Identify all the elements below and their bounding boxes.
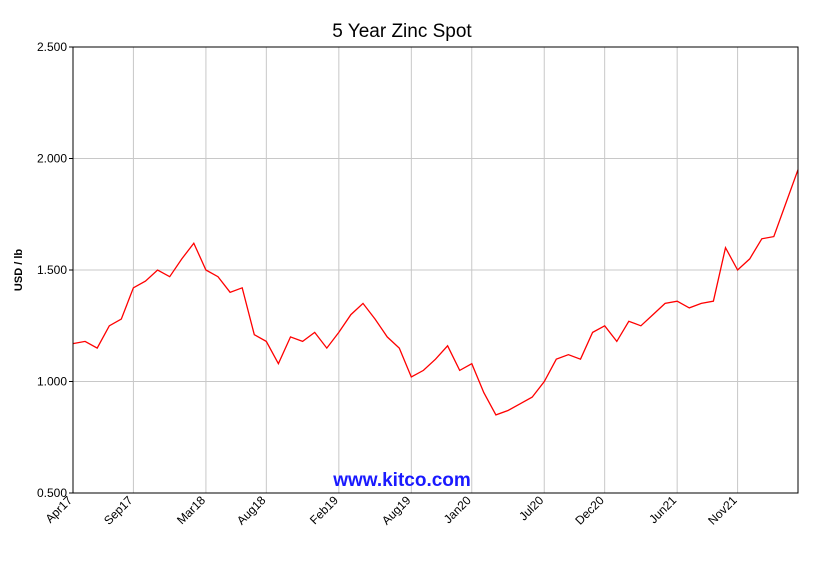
x-tick-label: Mar18: [174, 493, 208, 527]
x-tick-label: Jul20: [516, 493, 546, 523]
x-tick-label: Jun21: [646, 493, 679, 526]
x-tick-label: Nov21: [705, 493, 740, 528]
y-tick-label: 1.000: [37, 375, 67, 389]
x-tick-label: Jan20: [441, 493, 474, 526]
y-tick-label: 2.500: [37, 40, 67, 54]
y-tick-label: 0.500: [37, 486, 67, 500]
price-line: [72, 169, 799, 416]
y-tick-label: 2.000: [37, 152, 67, 166]
x-tick-label: Sep17: [101, 493, 136, 528]
x-tick-label: Aug19: [379, 493, 414, 528]
watermark: www.kitco.com: [332, 470, 471, 491]
y-axis-label: USD / lb: [13, 249, 25, 291]
x-tick-label: Feb19: [307, 493, 341, 527]
x-tick-label: Aug18: [234, 493, 269, 528]
plot-frame: [72, 46, 799, 494]
chart-title: 5 Year Zinc Spot: [332, 21, 472, 42]
y-tick-label: 1.500: [37, 263, 67, 277]
x-tick-label: Dec20: [572, 493, 607, 528]
